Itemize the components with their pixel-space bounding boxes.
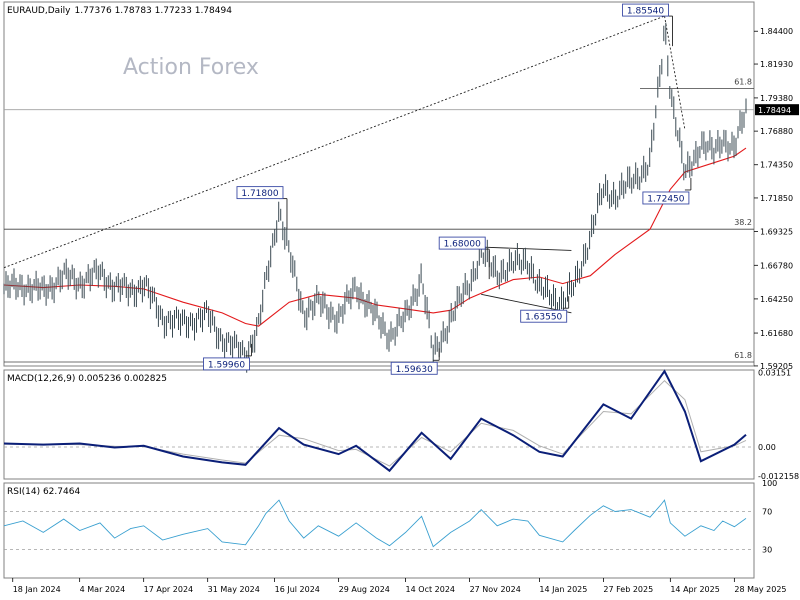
- annotation-box: [390, 361, 438, 375]
- ma-series-line: [3, 147, 747, 327]
- watermark: Action Forex: [123, 55, 259, 80]
- annotation-label: 1.72450: [647, 194, 684, 204]
- annotation-label: 1.59960: [208, 360, 245, 370]
- price-y-tick-label: 1.81930: [760, 60, 793, 69]
- annotation-box: [622, 3, 669, 17]
- channel-line: [481, 246, 572, 251]
- x-tick-label: 16 Jul 2024: [275, 585, 320, 594]
- annotation-label: 1.68000: [444, 240, 481, 250]
- fib-label: 61.8: [734, 351, 752, 360]
- price-y-tick-label: 1.61680: [760, 329, 793, 338]
- rsi-lines: [3, 499, 754, 550]
- price-y-tick-label: 1.74350: [760, 161, 793, 170]
- annotation-label: 1.71800: [241, 189, 278, 199]
- x-tick-label: 29 Aug 2024: [339, 585, 390, 594]
- rsi-panel-title: RSI(14) 62.7464: [7, 487, 80, 497]
- x-tick-label: 14 Apr 2025: [670, 585, 719, 594]
- price-y-tick-label: 1.59205: [760, 362, 793, 371]
- macd-line: [3, 369, 747, 473]
- rsi-y-tick-label: 100: [762, 479, 777, 488]
- macd-panel-title: MACD(12,26,9) 0.005236 0.002825: [7, 374, 167, 384]
- rsi-line: [3, 499, 747, 548]
- rsi-y-tick-label: 30: [762, 546, 772, 555]
- current-price-label: 1.78494: [758, 106, 791, 115]
- price-annotations: 1.85540 1.71800 1.68000 1.63550 1.72450 1.599…: [203, 3, 692, 375]
- axes: 1.84400 1.81930 1.79380 1.76880 1.74350 1.718…: [12, 27, 799, 594]
- x-tick-label: 14 Jan 2025: [539, 585, 587, 594]
- x-tick-label: 27 Nov 2024: [470, 585, 521, 594]
- trend-line-dotted: [664, 16, 686, 130]
- annotation-box: [203, 357, 250, 371]
- x-tick-label: 28 May 2025: [734, 585, 786, 594]
- x-tick-label: 18 Jan 2024: [13, 585, 61, 594]
- annotation-label: 1.85540: [627, 7, 664, 17]
- annotation-box: [642, 191, 690, 205]
- x-tick-label: 14 Oct 2024: [406, 585, 455, 594]
- x-tick-label: 4 Mar 2024: [80, 585, 126, 594]
- price-y-tick-label: 1.66780: [760, 261, 793, 270]
- annotation-box: [438, 236, 486, 250]
- channel-line: [481, 293, 572, 314]
- current-price-box: [755, 104, 799, 116]
- annotation-label: 1.59630: [396, 365, 433, 375]
- trend-lines: [3, 15, 686, 314]
- price-y-tick-label: 1.69325: [760, 227, 793, 236]
- price-y-tick-label: 1.64250: [760, 295, 793, 304]
- price-y-tick-label: 1.76880: [760, 127, 793, 136]
- macd-y-tick-label: -0.012158: [758, 472, 799, 481]
- rsi-y-tick-label: 70: [762, 508, 772, 517]
- price-y-tick-label: 1.71850: [760, 194, 793, 203]
- macd-y-tick-label: 0.00: [758, 443, 776, 452]
- rsi-panel[interactable]: [3, 482, 755, 579]
- price-bars: [3, 22, 747, 373]
- fib-label: 61.8: [734, 77, 752, 86]
- annotation-label: 1.63550: [525, 313, 562, 323]
- annotation-box: [236, 186, 284, 200]
- x-tick-label: 27 Feb 2025: [603, 585, 653, 594]
- price-panel-title: EURAUD,Daily 1.77376 1.78783 1.77233 1.78…: [7, 6, 232, 16]
- x-tick-label: 31 May 2024: [208, 585, 260, 594]
- fib-lines: 61.8 38.2 61.8: [4, 77, 754, 363]
- price-y-tick-label: 1.79380: [760, 94, 793, 103]
- price-y-tick-label: 1.84400: [760, 27, 793, 36]
- moving-average: [3, 147, 747, 327]
- macd-y-tick-label: 0.03151: [758, 368, 791, 377]
- fib-label: 38.2: [734, 218, 752, 227]
- x-tick-label: 17 Apr 2024: [144, 585, 193, 594]
- price-panel[interactable]: [3, 1, 755, 367]
- trend-line-dotted: [3, 15, 665, 269]
- macd-lines: [3, 369, 754, 473]
- annotation-box: [520, 309, 568, 323]
